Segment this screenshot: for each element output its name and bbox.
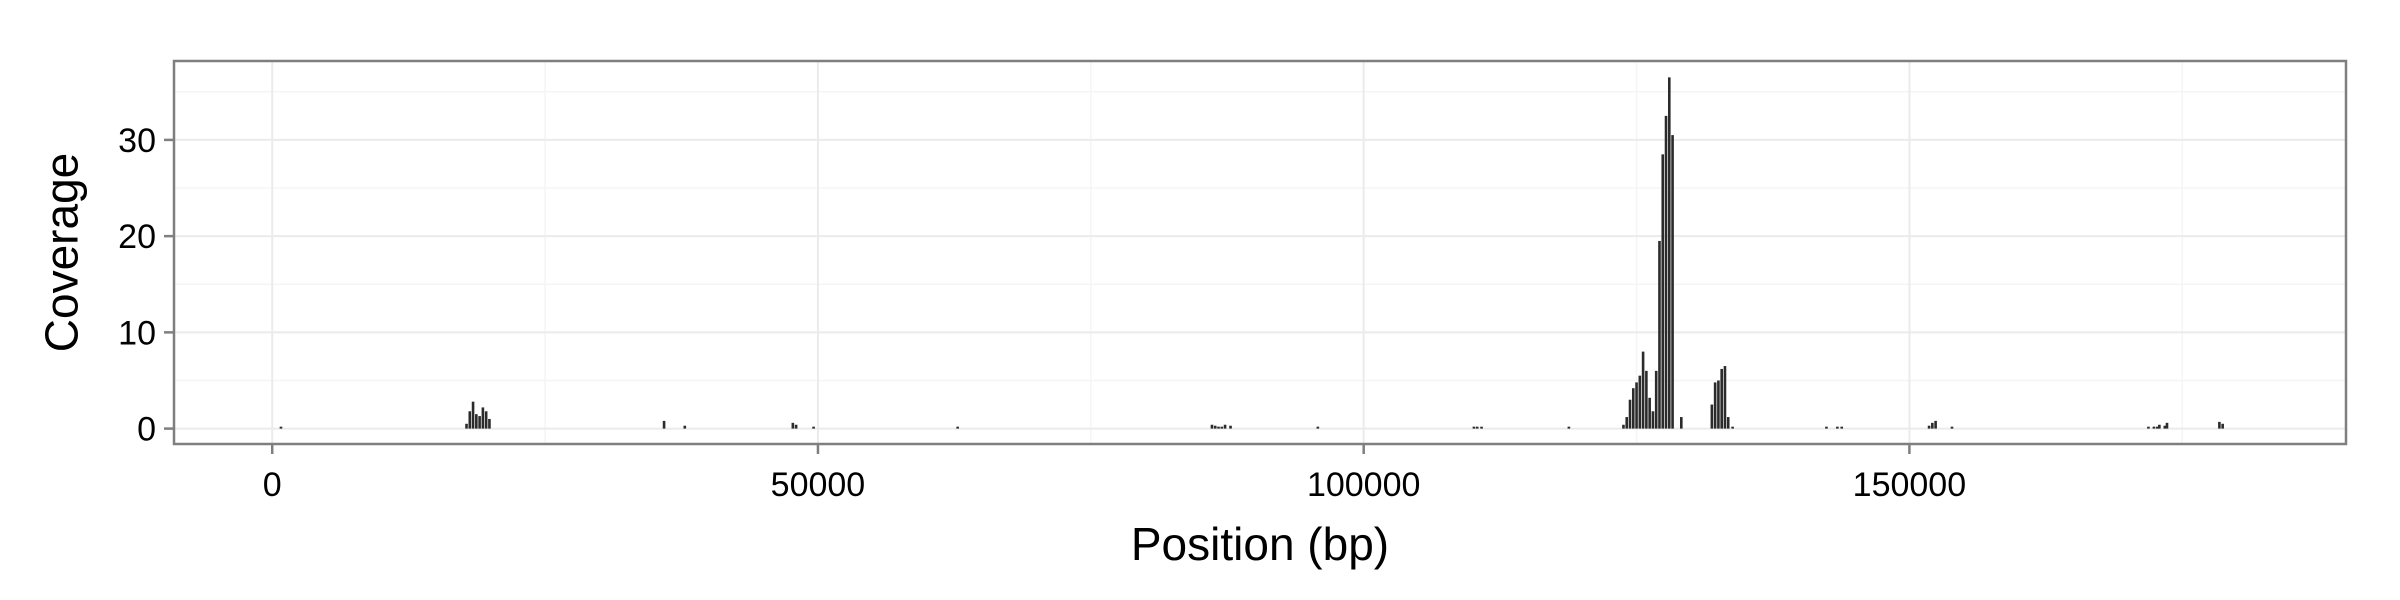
major-gridlines: [174, 61, 2346, 444]
x-axis-title: Position (bp): [1131, 518, 1389, 570]
coverage-bar: [1654, 370, 1658, 429]
x-tick-label: 150000: [1853, 466, 1966, 504]
coverage-bar: [1480, 426, 1483, 429]
coverage-bar: [1661, 154, 1665, 429]
coverage-bar: [1840, 426, 1844, 429]
coverage-bar: [1680, 417, 1683, 429]
panel-border: [172, 59, 2348, 446]
coverage-bar: [1628, 399, 1632, 429]
coverage-bar: [662, 420, 666, 429]
coverage-bar: [1720, 368, 1723, 429]
coverage-bar: [1567, 426, 1571, 429]
coverage-bar: [1667, 77, 1671, 429]
minor-gridlines: [174, 61, 2346, 444]
coverage-bar: [465, 423, 468, 429]
x-tick-label: 50000: [771, 466, 866, 504]
coverage-bar: [2158, 424, 2161, 429]
coverage-bar: [1950, 426, 1954, 429]
coverage-bar: [481, 407, 485, 429]
coverage-bar: [1658, 240, 1661, 429]
coverage-bar: [468, 411, 472, 429]
coverage-bar: [794, 424, 798, 429]
coverage-bar: [1229, 425, 1232, 429]
coverage-bar: [2218, 421, 2221, 429]
coverage-bar: [1210, 424, 1214, 429]
y-tick-label: 10: [118, 314, 156, 352]
coverage-bar: [1931, 422, 1934, 429]
coverage-bar: [1726, 417, 1730, 429]
y-tick-label: 20: [118, 218, 156, 256]
coverage-bar: [2221, 423, 2224, 429]
y-axis-title: Coverage: [36, 153, 88, 352]
coverage-bar: [1625, 417, 1629, 429]
x-axis: 0 50000 100000 150000: [263, 444, 1966, 504]
coverage-bar: [1651, 411, 1655, 429]
coverage-bar: [279, 426, 283, 429]
coverage-bar: [1717, 380, 1720, 429]
coverage-bar: [478, 416, 481, 429]
coverage-bar: [1472, 426, 1476, 429]
coverage-bar: [1671, 135, 1674, 429]
coverage-bar: [1927, 425, 1931, 429]
coverage-bar: [1710, 404, 1714, 429]
coverage-bar: [683, 425, 687, 429]
coverage-bar: [1648, 397, 1651, 429]
coverage-bar: [1631, 388, 1635, 429]
coverage-bar: [1316, 426, 1320, 429]
coverage-bar: [1641, 351, 1645, 429]
coverage-bar: [1220, 426, 1224, 429]
coverage-bar: [1934, 420, 1937, 429]
coverage-bar: [471, 401, 475, 429]
coverage-bar: [1723, 366, 1727, 429]
coverage-bar: [1638, 375, 1642, 429]
coverage-bar: [1731, 426, 1734, 429]
y-tick-label: 0: [137, 411, 156, 449]
x-tick-label: 0: [263, 466, 282, 504]
coverage-bar: [484, 411, 488, 429]
coverage-bar: [475, 414, 478, 429]
coverage-bar: [956, 426, 959, 429]
coverage-bar: [2152, 426, 2156, 429]
y-tick-label: 30: [118, 122, 156, 160]
coverage-bar: [1645, 370, 1648, 429]
y-axis: 0 10 20 30: [118, 122, 174, 449]
coverage-bar: [812, 426, 815, 429]
coverage-bar: [1217, 426, 1220, 429]
coverage-bar: [1713, 382, 1717, 429]
coverage-bar: [1213, 425, 1217, 429]
coverage-bar: [1475, 426, 1479, 429]
coverage-bar: [1836, 426, 1839, 429]
coverage-bar: [2163, 425, 2167, 429]
coverage-bar: [2147, 426, 2150, 429]
coverage-bar: [791, 422, 795, 429]
coverage-bar: [1664, 115, 1668, 429]
coverage-bar: [2165, 422, 2169, 429]
coverage-bar: [1635, 382, 1638, 429]
coverage-bars: [279, 77, 2224, 429]
coverage-bar: [1622, 424, 1625, 429]
coverage-bar: [488, 418, 491, 429]
x-tick-label: 100000: [1307, 466, 1420, 504]
coverage-bar: [2155, 426, 2159, 429]
coverage-bar: [1223, 424, 1227, 429]
coverage-bar: [1825, 426, 1828, 429]
